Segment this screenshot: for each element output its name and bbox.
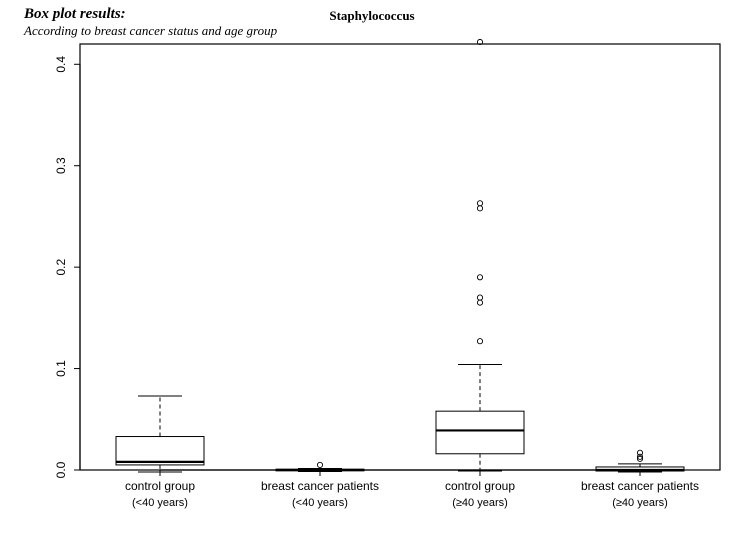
chart-root: Box plot results: According to breast ca…: [0, 0, 744, 537]
svg-text:0.2: 0.2: [54, 258, 68, 275]
svg-text:0.0: 0.0: [54, 461, 68, 478]
svg-text:breast cancer patients: breast cancer patients: [261, 479, 379, 493]
svg-text:(≥40 years): (≥40 years): [612, 497, 668, 509]
svg-text:control group: control group: [125, 479, 195, 493]
svg-text:0.1: 0.1: [54, 360, 68, 377]
svg-text:(≥40 years): (≥40 years): [452, 497, 508, 509]
svg-text:(<40 years): (<40 years): [132, 497, 188, 509]
svg-text:0.4: 0.4: [54, 56, 68, 73]
boxplot-svg: 0.0 0.1 0.2 0.3 0.4 control group (<40 years) b…: [0, 0, 744, 537]
svg-text:breast cancer patients: breast cancer patients: [581, 479, 699, 493]
svg-text:control group: control group: [445, 479, 515, 493]
svg-text:(<40 years): (<40 years): [292, 497, 348, 509]
svg-text:0.3: 0.3: [54, 157, 68, 174]
